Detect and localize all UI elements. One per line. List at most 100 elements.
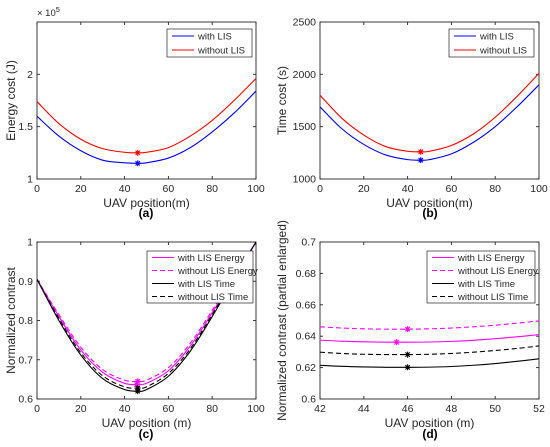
legend-label: with LIS Energy (177, 253, 245, 264)
min-marker-1 (417, 157, 424, 164)
min-marker-4 (404, 351, 411, 358)
series-group (37, 78, 256, 164)
chart-panel-c: 0 20 40 60 80 100 0.6 0.7 0.8 0.9 1 UAV position (m… (4, 237, 265, 442)
x-tick-label: 0 (317, 183, 323, 195)
y-tick-label: 2000 (293, 69, 317, 81)
x-tick-label: 60 (163, 403, 175, 415)
panel-caption: (a) (139, 206, 154, 220)
series-line-1 (37, 90, 256, 164)
y-axis-label: Normalized contrast (4, 266, 18, 373)
legend-label: without LIS Energy (177, 266, 258, 277)
series-line-2 (320, 320, 539, 330)
legend-label: without LIS Energy (457, 266, 538, 277)
y-tick-label: 0.8 (18, 315, 33, 327)
legend-box (166, 28, 253, 58)
x-tick-label: 52 (533, 403, 545, 415)
x-tick-label: 80 (206, 183, 218, 195)
y-tick-label: 0.6 (301, 394, 316, 406)
y-tick-label: 0.7 (301, 237, 316, 249)
min-marker-1 (134, 160, 141, 167)
x-axis-label: UAV position (m) (385, 416, 475, 430)
chart-panel-a: 0 20 40 60 80 100 1 1.5 2 × 105 UAV position(m) Ene… (4, 5, 265, 220)
x-tick-label: 60 (163, 183, 175, 195)
min-marker-2 (417, 148, 424, 155)
x-axis-label: UAV position (m) (102, 416, 192, 430)
legend-box (426, 250, 536, 304)
legend-label: with LIS (479, 31, 514, 42)
legend: with LIS without LIS (448, 28, 535, 58)
series-line-1 (320, 84, 539, 161)
y-tick-label: 1500 (293, 121, 317, 133)
legend: with LIS Energy without LIS Energy with LI… (426, 250, 538, 304)
x-tick-label: 20 (358, 183, 370, 195)
series-line-2 (37, 242, 256, 383)
min-marker-2 (134, 378, 141, 385)
legend-label: with LIS Time (177, 279, 235, 290)
y-tick-label: 2 (27, 69, 33, 81)
y-multiplier-label: × 105 (37, 5, 60, 19)
x-tick-label: 0 (34, 183, 40, 195)
x-tick-label: 40 (402, 183, 414, 195)
min-marker-2 (134, 149, 141, 156)
x-tick-label: 50 (489, 403, 501, 415)
y-tick-label: 0.9 (18, 276, 33, 288)
x-tick-label: 20 (75, 183, 87, 195)
x-tick-label: 60 (446, 183, 458, 195)
y-multiplier-exponent: 5 (56, 5, 60, 14)
plot-area-d (319, 241, 540, 400)
x-tick-label: 42 (314, 403, 326, 415)
series-line-3 (320, 358, 539, 368)
min-marker-2 (404, 326, 411, 333)
min-marker-1 (133, 381, 140, 388)
y-axis-label: Normalized contrast (partial enlarged) (275, 220, 289, 421)
y-tick-label: 2500 (293, 17, 317, 29)
x-tick-label: 100 (530, 183, 548, 195)
y-tick-label: 1000 (293, 174, 317, 186)
legend-box (448, 28, 535, 58)
y-tick-label: 1 (27, 237, 33, 249)
panel-caption: (c) (139, 427, 154, 441)
series-group (320, 320, 539, 368)
series-line-4 (37, 242, 256, 389)
min-marker-1 (393, 339, 400, 346)
min-marker-3 (404, 364, 411, 371)
x-tick-label: 44 (358, 403, 370, 415)
legend-label: with LIS (197, 31, 232, 42)
series-line-2 (37, 78, 256, 154)
x-tick-label: 48 (446, 403, 458, 415)
legend-label: without LIS (479, 45, 527, 56)
x-tick-label: 40 (119, 403, 131, 415)
min-marker-3 (134, 388, 141, 395)
x-axis-label: UAV position(m) (386, 196, 472, 210)
legend-label: without LIS Time (457, 292, 528, 303)
y-tick-label: 0.62 (296, 362, 317, 374)
y-tick-label: 1.5 (18, 121, 33, 133)
x-axis-label: UAV position(m) (103, 196, 189, 210)
x-tick-label: 20 (75, 403, 87, 415)
legend-box (146, 250, 254, 304)
x-tick-label: 0 (34, 403, 40, 415)
panel-caption: (d) (422, 427, 437, 441)
legend-label: with LIS Time (457, 279, 515, 290)
series-line-3 (37, 242, 256, 392)
y-tick-label: 0.7 (18, 354, 33, 366)
plot-area-b (319, 21, 540, 180)
series-line-2 (320, 72, 539, 153)
series-group (320, 72, 539, 161)
series-line-4 (320, 345, 539, 356)
y-tick-label: 0.66 (296, 299, 317, 311)
x-tick-label: 100 (247, 403, 265, 415)
legend-label: without LIS Time (177, 292, 248, 303)
min-marker-4 (134, 385, 141, 392)
legend-label: with LIS Energy (457, 253, 525, 264)
y-axis-label: Time cost (s) (275, 66, 289, 135)
chart-panel-b: 0 20 40 60 80 100 1000 1500 2000 2500 UAV position… (275, 17, 548, 221)
legend-label: without LIS (197, 45, 245, 56)
series-group (37, 242, 256, 392)
chart-panel-d: 42 44 46 48 50 52 0.6 0.62 0.64 0.66 0.68 0.7 UAV po… (275, 220, 545, 441)
y-axis-label: Energy cost (J) (4, 60, 18, 141)
panel-caption: (b) (422, 206, 437, 220)
plot-area-a (36, 21, 257, 180)
series-line-1 (320, 334, 539, 343)
